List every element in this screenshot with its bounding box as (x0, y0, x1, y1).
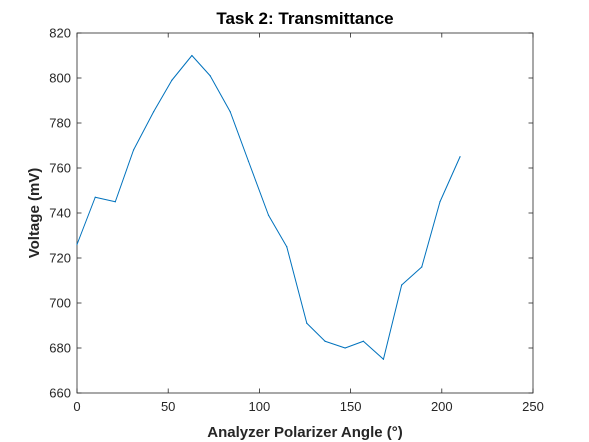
y-tick-label: 740 (49, 206, 71, 221)
data-point (267, 214, 270, 216)
x-axis-label: Analyzer Polarizer Angle (°) (207, 424, 403, 441)
data-point (421, 266, 423, 268)
y-tick-label: 660 (49, 386, 71, 401)
data-point (191, 54, 193, 57)
chart-title: Task 2: Transmittance (216, 9, 393, 28)
x-axis: 0 50 100 150 200 250 (73, 33, 544, 414)
y-tick-label: 700 (49, 296, 71, 311)
data-point (247, 160, 250, 162)
y-tick-label: 780 (49, 116, 71, 131)
y-tick-label: 820 (49, 26, 71, 41)
data-point (209, 75, 211, 77)
data-point (459, 156, 461, 158)
series-layer (76, 54, 461, 360)
data-point (362, 340, 364, 342)
data-point (229, 111, 231, 113)
data-point (171, 79, 173, 81)
data-point (76, 243, 78, 246)
data-point (114, 201, 116, 203)
y-axis: 660 680 700 720 740 760 780 800 820 (49, 26, 533, 401)
data-point (306, 322, 308, 324)
data-point (401, 284, 403, 286)
y-axis-label: Voltage (mV) (26, 168, 43, 259)
y-tick-label: 720 (49, 251, 71, 266)
x-tick-label: 0 (73, 399, 80, 414)
data-point (324, 340, 326, 342)
x-tick-label: 150 (340, 399, 362, 414)
y-tick-label: 760 (49, 161, 71, 176)
data-point (382, 358, 385, 360)
y-tick-label: 800 (49, 71, 71, 86)
data-point (344, 347, 346, 349)
data-point (439, 201, 441, 203)
data-point (94, 196, 96, 198)
data-point (286, 246, 288, 248)
data-point (132, 149, 135, 151)
x-tick-label: 250 (522, 399, 544, 414)
y-tick-label: 680 (49, 341, 71, 356)
data-point (153, 111, 155, 113)
x-tick-label: 100 (249, 399, 271, 414)
x-tick-label: 200 (431, 399, 453, 414)
plot-area (76, 32, 534, 394)
x-tick-label: 50 (161, 399, 175, 414)
